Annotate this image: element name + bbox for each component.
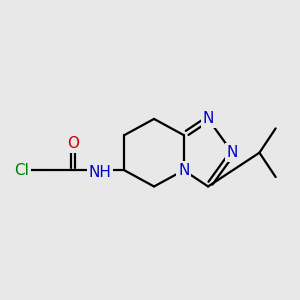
Text: N: N: [202, 111, 214, 126]
Text: NH: NH: [88, 165, 112, 180]
Text: O: O: [67, 136, 79, 151]
Text: N: N: [227, 145, 238, 160]
Text: Cl: Cl: [14, 163, 29, 178]
Text: N: N: [178, 163, 190, 178]
